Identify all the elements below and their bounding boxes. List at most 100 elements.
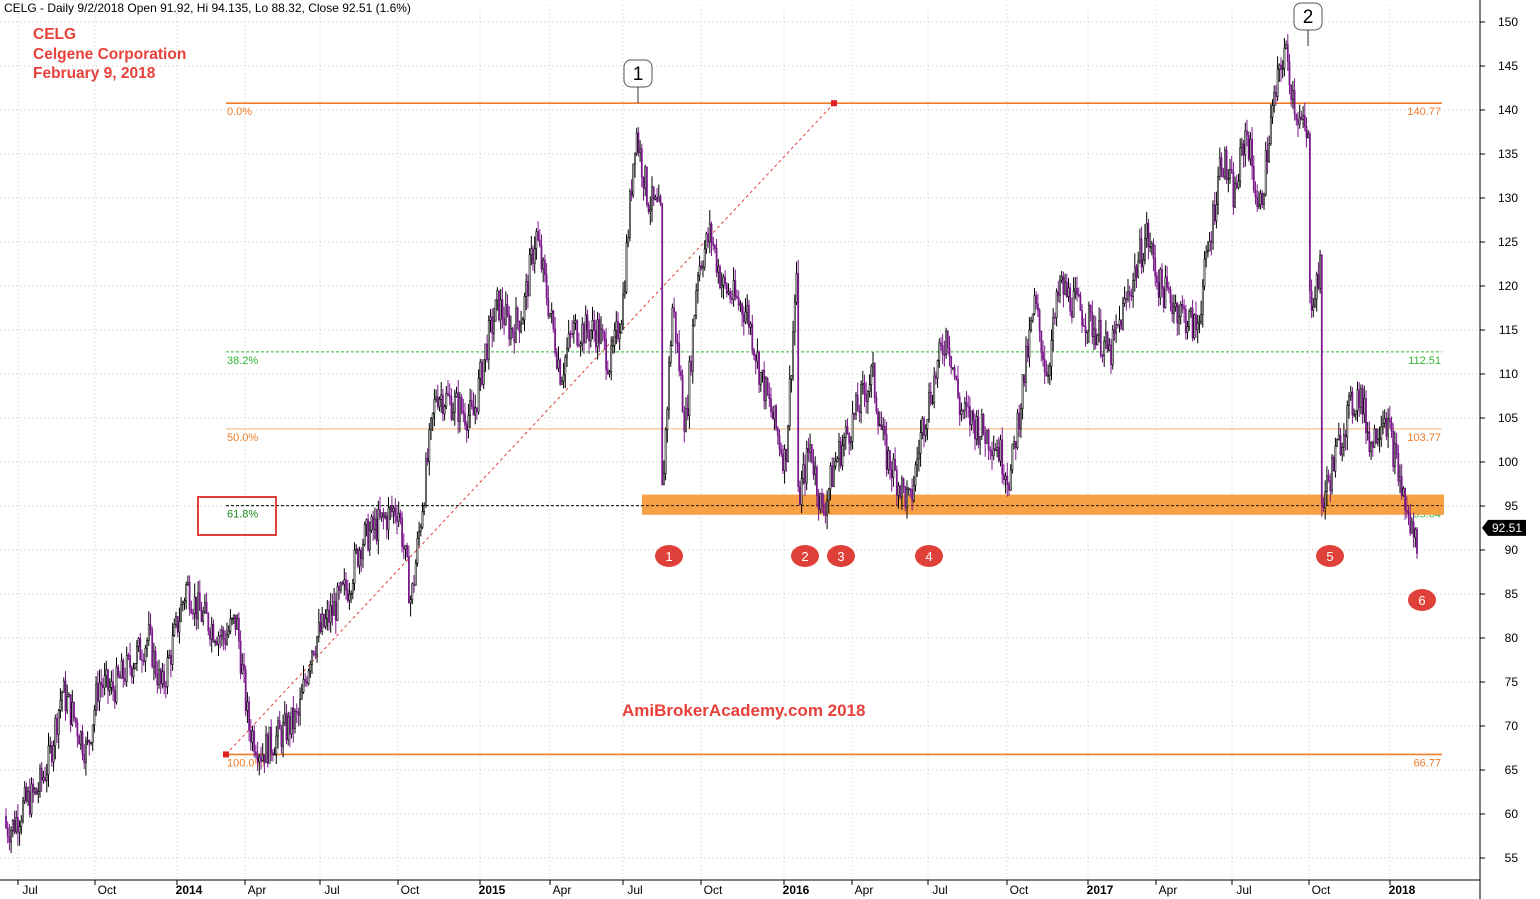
candle-body: [1368, 431, 1371, 453]
candle-body: [239, 641, 242, 674]
candle-body: [1388, 418, 1391, 423]
candle-body: [1314, 298, 1316, 307]
candle-body: [50, 745, 53, 763]
candle-body: [917, 452, 920, 460]
candle-body: [941, 345, 944, 355]
candle-body: [999, 439, 1002, 462]
candle-body: [334, 601, 337, 621]
candle-body: [972, 410, 975, 421]
candle-body: [66, 696, 69, 712]
candle-body: [136, 646, 138, 664]
candle-body: [246, 701, 249, 712]
candle-body: [933, 375, 936, 404]
fib-618-highlight-box: [197, 496, 277, 536]
candle-body: [734, 280, 737, 297]
candle-body: [1218, 157, 1221, 178]
candle-body: [583, 323, 585, 344]
candle-body: [219, 635, 222, 638]
candle-body: [639, 148, 642, 153]
y-tick-label: 140: [1498, 103, 1518, 117]
candle-body: [596, 319, 599, 348]
candle-body: [110, 681, 113, 688]
candle-body: [968, 406, 971, 426]
candle-body: [805, 448, 808, 484]
candle-body: [1283, 47, 1286, 69]
candle-body: [622, 294, 625, 325]
candle-body: [832, 465, 835, 487]
candle-body: [81, 731, 84, 755]
candle-body: [443, 406, 446, 415]
candle-body: [428, 429, 431, 463]
candle-body: [390, 506, 393, 513]
candle-body: [30, 783, 33, 815]
candle-body: [205, 602, 208, 614]
candle-body: [1383, 418, 1386, 424]
candle-body: [1045, 371, 1048, 377]
candle-body: [834, 460, 837, 467]
candle-body: [277, 720, 279, 737]
candle-body: [1225, 149, 1228, 180]
candle-body: [912, 485, 915, 501]
x-tick-label: Jul: [22, 883, 37, 897]
candle-body: [384, 515, 387, 518]
candle-body: [1349, 391, 1352, 397]
last-price-tag: [1482, 519, 1526, 536]
candle-body: [785, 448, 788, 462]
candle-body: [271, 752, 274, 756]
candle-body: [1292, 90, 1294, 100]
candle-body: [430, 418, 432, 431]
candle-body: [579, 343, 582, 347]
candle-body: [40, 767, 43, 781]
candle-body: [792, 331, 795, 377]
candle-body: [577, 344, 580, 347]
candle-body: [20, 820, 23, 827]
candle-body: [1140, 238, 1143, 268]
candle-body: [600, 328, 602, 344]
candle-body: [1159, 268, 1162, 298]
candle-body: [433, 398, 436, 414]
candle-body: [1353, 413, 1356, 416]
candle-body: [537, 231, 540, 241]
candle-body: [132, 668, 135, 678]
candle-body: [1048, 366, 1051, 376]
candle-body: [504, 304, 507, 325]
candle-body: [1404, 487, 1407, 511]
candle-body: [719, 266, 721, 288]
candle-body: [532, 248, 534, 264]
candle-body: [484, 343, 487, 361]
candle-body: [523, 296, 526, 321]
candle-body: [659, 196, 662, 204]
candle-body: [168, 654, 171, 658]
candle-body: [115, 666, 118, 703]
candle-body: [243, 663, 245, 671]
candle-body: [1390, 421, 1393, 432]
candle-body: [100, 682, 103, 686]
candle-body: [489, 316, 492, 321]
candle-body: [462, 410, 465, 414]
candle-body: [1285, 44, 1288, 49]
candle-body: [1183, 306, 1186, 310]
candle-body: [1164, 276, 1167, 308]
candle-body: [73, 701, 75, 719]
candle-body: [1171, 302, 1174, 315]
candle-body: [931, 402, 934, 405]
candle-body: [848, 433, 851, 444]
candle-body: [1371, 442, 1374, 448]
candle-body: [1373, 428, 1376, 448]
chart-header: CELG - Daily 9/2/2018 Open 91.92, Hi 94.…: [4, 1, 411, 15]
fibonacci-levels: 0.0%140.7738.2%112.5150.0%103.7761.8%95.…: [223, 100, 1442, 769]
candle-body: [979, 436, 982, 445]
candle-body: [1251, 138, 1254, 167]
candle-body: [843, 437, 846, 447]
candle-body: [657, 196, 660, 202]
candle-body: [486, 343, 489, 360]
candle-body: [266, 734, 269, 764]
y-axis: 55 60 65 70 75 80 85 90 95 100 105 110 115 120 125 130 1…: [1479, 0, 1518, 899]
candle-body: [610, 345, 613, 372]
candle-body: [768, 394, 771, 399]
candle-body: [1176, 302, 1179, 324]
candle-body: [1360, 388, 1362, 408]
candle-body: [1009, 469, 1012, 491]
candle-body: [328, 609, 330, 623]
candle-body: [1042, 352, 1044, 360]
